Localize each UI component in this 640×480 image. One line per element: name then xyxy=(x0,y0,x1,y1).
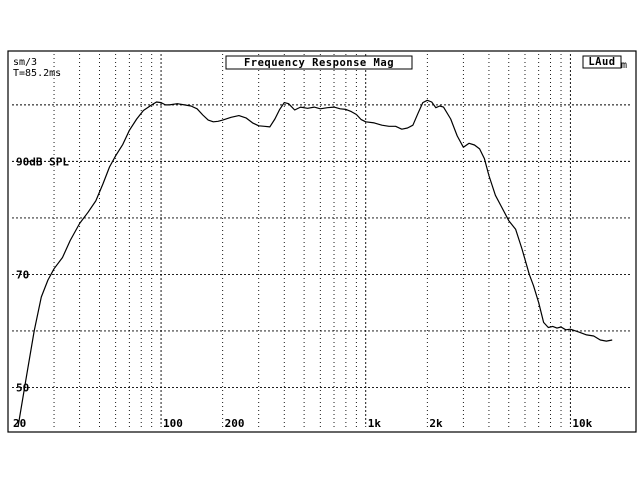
x-tick-labels: 20 100 200 1k 2k 10k xyxy=(13,417,593,430)
y-tick-label: 70 xyxy=(16,268,29,281)
channel-label: LAud xyxy=(588,56,615,68)
channel-box xyxy=(582,55,622,69)
channel-suffix: m xyxy=(621,60,627,71)
y-tick-label: 50 xyxy=(16,381,29,394)
smoothing-label: sm/3 xyxy=(13,57,37,68)
grid xyxy=(12,54,632,427)
x-tick-label: 2k xyxy=(429,417,443,430)
x-tick-label: 10k xyxy=(572,417,592,430)
x-tick-label: 20 xyxy=(13,417,26,430)
y-tick-labels: 90dB SPL 70 50 xyxy=(16,155,69,394)
x-tick-label: 200 xyxy=(225,417,245,430)
x-tick-label: 100 xyxy=(163,417,183,430)
time-window-label: T=85.2ms xyxy=(13,68,61,79)
frequency-response-line xyxy=(17,99,613,428)
x-tick-label: 1k xyxy=(368,417,382,430)
chart-title-box xyxy=(225,55,413,70)
y-tick-label: 90dB SPL xyxy=(16,155,69,168)
chart-title: Frequency Response Mag xyxy=(244,57,394,69)
plot-frame xyxy=(7,50,637,433)
